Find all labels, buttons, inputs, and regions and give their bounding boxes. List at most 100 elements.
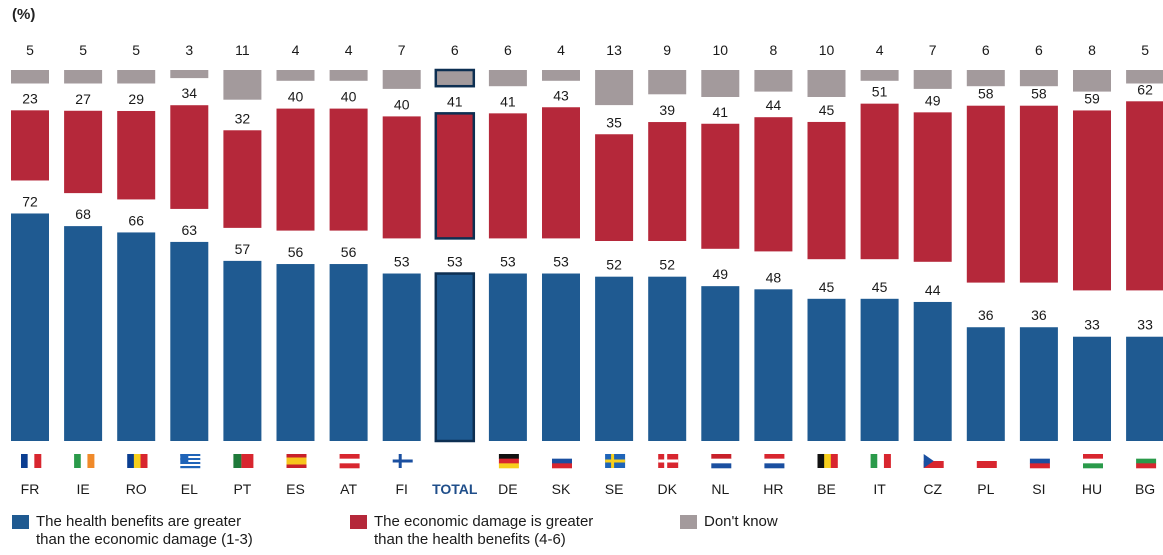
flag-ie-icon (74, 454, 95, 468)
label-health-si: 36 (1031, 307, 1047, 323)
bar-economic-pl (966, 105, 1005, 283)
flag-at-icon (339, 454, 360, 469)
category-label-se: SE (605, 481, 624, 497)
bar-economic-it (860, 103, 899, 260)
bar-dontknow-pl (966, 70, 1005, 87)
label-health-cz: 44 (925, 282, 941, 298)
label-dontknow-bg: 5 (1141, 42, 1149, 58)
bar-economic-fi (382, 116, 421, 239)
category-label-it: IT (873, 481, 886, 497)
label-dontknow-fi: 7 (398, 42, 406, 58)
label-dontknow-es: 4 (292, 42, 300, 58)
bar-health-es (276, 264, 315, 441)
legend: The health benefits are greater than the… (12, 513, 1152, 553)
bar-economic-hu (1073, 110, 1111, 291)
label-health-fi: 53 (394, 254, 410, 270)
label-economic-dk: 39 (659, 102, 675, 118)
label-dontknow-hr: 8 (770, 42, 778, 58)
flag-sk-icon (552, 454, 572, 469)
category-label-el: EL (181, 481, 198, 497)
bar-health-it (860, 298, 899, 441)
bar-economic-total (434, 112, 476, 240)
bar-health-hu (1073, 336, 1111, 441)
bar-economic-be (807, 121, 846, 260)
label-dontknow-at: 4 (345, 42, 353, 58)
category-label-pt: PT (233, 481, 251, 497)
bar-economic-nl (701, 123, 740, 249)
bar-health-fi (382, 273, 421, 441)
bar-economic-pt (223, 130, 262, 228)
flag-fi-icon (392, 454, 413, 468)
bar-health-fr (11, 213, 49, 441)
category-label-ro: RO (126, 481, 147, 497)
label-health-total: 53 (447, 254, 463, 270)
label-economic-pl: 58 (978, 86, 994, 102)
label-dontknow-nl: 10 (713, 42, 729, 58)
flag-es-icon (286, 454, 307, 468)
flag-pl-icon (976, 454, 997, 468)
legend-swatch-economic (350, 515, 367, 529)
category-label-si: SI (1032, 481, 1045, 497)
bar-economic-dk (648, 122, 687, 241)
label-economic-cz: 49 (925, 92, 941, 108)
bar-dontknow-el (170, 70, 209, 79)
bar-economic-se (595, 134, 634, 241)
flag-se-icon (605, 454, 626, 468)
bar-economic-at (329, 108, 368, 231)
category-label-cz: CZ (923, 481, 942, 497)
label-dontknow-sk: 4 (557, 42, 565, 58)
label-dontknow-hu: 8 (1088, 42, 1096, 58)
bar-health-pt (223, 260, 262, 441)
bar-economic-de (488, 113, 527, 239)
bar-economic-ie (64, 110, 103, 194)
flag-nl-icon (711, 454, 732, 469)
bar-dontknow-total (434, 68, 476, 88)
bar-dontknow-at (329, 70, 368, 81)
category-label-pl: PL (977, 481, 994, 497)
label-economic-sk: 43 (553, 87, 569, 103)
flag-el-icon (180, 454, 201, 469)
bar-dontknow-ie (64, 70, 103, 84)
label-health-de: 53 (500, 254, 516, 270)
legend-swatch-health (12, 515, 29, 529)
legend-label-economic-line2: than the health benefits (4-6) (374, 531, 566, 548)
category-label-fi: FI (395, 481, 407, 497)
label-health-pl: 36 (978, 307, 994, 323)
flag-pt-icon (233, 454, 254, 468)
label-dontknow-fr: 5 (26, 42, 34, 58)
bar-dontknow-fr (11, 70, 49, 84)
bar-economic-ro (117, 110, 156, 200)
label-economic-es: 40 (288, 89, 304, 105)
bar-dontknow-be (807, 70, 846, 97)
category-label-at: AT (340, 481, 357, 497)
label-dontknow-pl: 6 (982, 42, 990, 58)
category-label-sk: SK (552, 481, 571, 497)
legend-label-dontknow: Don't know (704, 513, 778, 530)
bar-dontknow-sk (542, 70, 580, 81)
category-label-ie: IE (76, 481, 89, 497)
category-label-hu: HU (1082, 481, 1102, 497)
flag-it-icon (870, 454, 891, 468)
bar-health-total (434, 272, 476, 443)
legend-label-health-line2: than the economic damage (1-3) (36, 531, 253, 548)
flag-cz-icon (923, 454, 944, 468)
category-label-de: DE (498, 481, 517, 497)
unit-label: (%) (12, 6, 36, 23)
category-label-total: TOTAL (432, 481, 478, 497)
label-dontknow-se: 13 (606, 42, 622, 58)
label-dontknow-pt: 11 (235, 42, 250, 58)
bar-health-at (329, 264, 368, 441)
bar-health-bg (1126, 336, 1163, 441)
bar-dontknow-nl (701, 70, 740, 97)
bar-economic-el (170, 105, 209, 209)
flag-ro-icon (127, 454, 148, 468)
category-label-dk: DK (657, 481, 677, 497)
bar-health-pl (966, 327, 1005, 441)
bar-health-dk (648, 276, 687, 441)
bar-health-sk (542, 273, 580, 441)
label-health-ro: 66 (128, 212, 144, 228)
bar-dontknow-dk (648, 70, 687, 95)
stacked-bar-chart: 72235FR68275IE66295RO63343EL573211PT5640… (11, 42, 1163, 497)
bar-dontknow-hr (754, 70, 793, 92)
label-health-nl: 49 (713, 266, 729, 282)
